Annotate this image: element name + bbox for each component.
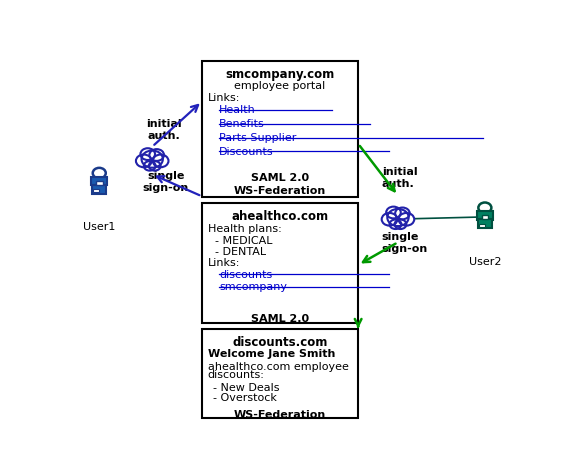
Text: discounts:: discounts: [208, 370, 265, 380]
Text: smcompany: smcompany [219, 283, 287, 292]
Text: WS-Federation: WS-Federation [234, 186, 326, 196]
Text: ahealthco.com employee: ahealthco.com employee [208, 362, 349, 372]
Text: single
sign-on: single sign-on [142, 171, 189, 192]
Text: discounts: discounts [219, 270, 273, 280]
Circle shape [387, 209, 409, 226]
Bar [92, 185, 106, 193]
Bar [202, 329, 358, 418]
Bar [93, 190, 99, 192]
Text: Benefits: Benefits [219, 119, 265, 129]
Circle shape [144, 161, 155, 171]
Bar [478, 219, 492, 228]
Text: WS-Federation: WS-Federation [234, 410, 326, 420]
Circle shape [478, 202, 491, 213]
Text: Links:: Links: [208, 258, 240, 268]
Bar [202, 203, 358, 323]
Text: single
sign-on: single sign-on [382, 232, 428, 254]
Circle shape [93, 168, 106, 178]
Text: User1: User1 [83, 222, 116, 232]
Text: User2: User2 [468, 256, 501, 266]
Circle shape [149, 161, 161, 171]
Circle shape [398, 213, 414, 226]
Circle shape [136, 155, 152, 167]
Circle shape [390, 219, 401, 229]
Text: Health plans:: Health plans: [208, 224, 281, 234]
Circle shape [140, 148, 155, 160]
Text: Welcome Jane Smith: Welcome Jane Smith [208, 349, 335, 359]
Bar [91, 177, 107, 185]
Text: Parts Supplier: Parts Supplier [219, 133, 297, 143]
Circle shape [150, 149, 164, 161]
Text: SAML 2.0: SAML 2.0 [251, 314, 309, 324]
Circle shape [382, 213, 397, 226]
Text: - MEDICAL: - MEDICAL [215, 236, 272, 246]
Bar [96, 181, 103, 185]
Text: initial
auth.: initial auth. [382, 167, 418, 189]
Text: ahealthco.com: ahealthco.com [231, 210, 329, 223]
Text: SAML 2.0: SAML 2.0 [251, 173, 309, 182]
Text: Health: Health [219, 105, 256, 115]
Text: employee portal: employee portal [234, 81, 326, 91]
Circle shape [395, 208, 410, 219]
Circle shape [153, 155, 168, 167]
Text: smcompany.com: smcompany.com [225, 68, 335, 81]
Text: - DENTAL: - DENTAL [215, 246, 266, 256]
Text: - New Deals: - New Deals [213, 383, 280, 393]
Text: initial
auth.: initial auth. [145, 119, 182, 141]
Text: Discounts: Discounts [219, 146, 274, 157]
Text: Links:: Links: [208, 93, 240, 103]
Bar [479, 224, 485, 227]
Bar [477, 211, 493, 220]
Bar [202, 61, 358, 197]
Circle shape [141, 150, 163, 168]
Circle shape [386, 207, 401, 219]
Circle shape [395, 219, 406, 229]
Text: - Overstock: - Overstock [213, 392, 277, 402]
Bar [482, 215, 488, 219]
Text: discounts.com: discounts.com [232, 336, 328, 349]
